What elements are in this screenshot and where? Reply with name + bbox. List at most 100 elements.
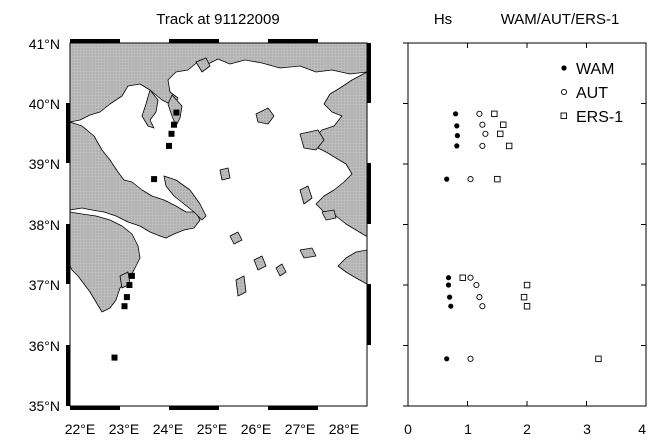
land-anatolia-south — [337, 249, 367, 285]
hs-x-tick-label: 1 — [464, 421, 472, 437]
hs-plot-frame — [407, 42, 647, 407]
legend-aut-marker — [560, 88, 568, 96]
map-y-tick-label: 35°N — [29, 398, 60, 414]
aut-point — [467, 176, 474, 183]
land-island-andros — [229, 231, 243, 245]
track-point — [151, 176, 158, 183]
land-island-lesbos — [299, 129, 325, 151]
map-border-bars — [66, 39, 371, 410]
map-y-tick-label: 38°N — [29, 217, 60, 233]
map-y-tick-label: 37°N — [29, 277, 60, 293]
land-island-chios — [299, 185, 313, 205]
wam-point — [447, 294, 453, 300]
land-anatolia — [313, 71, 367, 237]
border-bar — [268, 39, 318, 43]
map-y-tick-labels: 35°N 36°N 37°N 38°N 39°N 40°N 41°N — [29, 36, 60, 414]
border-bar — [367, 284, 371, 345]
map-y-tick-label: 39°N — [29, 156, 60, 172]
legend-ers1-marker — [560, 112, 567, 119]
track-point — [111, 354, 118, 361]
border-bar — [367, 43, 371, 103]
aut-point — [476, 294, 483, 301]
hs-x-tick-label: 3 — [583, 421, 591, 437]
map-x-tick-label: 27°E — [285, 421, 316, 437]
map-x-tick-label: 25°E — [197, 421, 228, 437]
track-markers — [111, 109, 180, 361]
ers1-point — [523, 303, 531, 310]
map-x-tick-label: 26°E — [241, 421, 272, 437]
map-title: Track at 91122009 — [156, 11, 279, 28]
land-peninsula-fingers — [141, 89, 159, 129]
ers1-point — [500, 121, 507, 128]
map-x-tick-label: 23°E — [109, 421, 140, 437]
map-y-tick-label: 36°N — [29, 338, 60, 354]
land-west-mainland — [70, 121, 201, 239]
track-point — [166, 142, 172, 149]
ers1-point — [459, 274, 466, 281]
aut-point — [482, 130, 489, 137]
wam-point — [445, 282, 452, 288]
ers1-point — [494, 175, 501, 183]
track-point — [173, 109, 180, 116]
border-bar — [70, 39, 120, 43]
land-euboea — [163, 175, 207, 221]
wam-point — [444, 176, 450, 182]
land-island-naxos — [253, 255, 267, 271]
aut-point — [476, 110, 483, 117]
border-bar — [66, 345, 70, 406]
land-island-small-2 — [235, 275, 247, 297]
land-island-kos — [299, 247, 317, 259]
track-point — [126, 282, 133, 288]
track-point — [123, 294, 130, 301]
border-bar — [70, 406, 120, 410]
map-x-tick-labels: 22°E 23°E 24°E 25°E 26°E 27°E 28°E — [65, 421, 360, 437]
map-y-tick-label: 41°N — [29, 36, 60, 52]
track-point — [168, 130, 175, 137]
land-island-thasos — [195, 57, 211, 73]
wam-point — [454, 123, 460, 129]
hs-x-tick-label: 0 — [404, 421, 412, 437]
hs-panel: Hs WAM/AUT/ERS-1 0 1 2 3 4 WAM AUT ERS-1 — [403, 11, 647, 437]
hs-x-tick-label: 2 — [523, 421, 531, 437]
hs-title-right: WAM/AUT/ERS-1 — [501, 11, 620, 28]
aut-point — [467, 355, 474, 362]
track-point — [171, 121, 177, 128]
ers1-point — [523, 281, 531, 289]
hs-ticks — [403, 42, 646, 407]
wam-point — [454, 133, 460, 139]
aut-point — [479, 121, 486, 128]
border-bar — [367, 163, 371, 224]
border-bar — [66, 224, 70, 284]
wam-point — [444, 356, 450, 362]
ers1-point — [520, 293, 528, 301]
land-island-small-1 — [275, 263, 287, 277]
legend-ers1-label: ERS-1 — [576, 109, 623, 126]
ers1-point — [497, 130, 504, 138]
track-point — [121, 303, 128, 310]
track-point — [128, 272, 135, 279]
wam-point — [453, 111, 459, 117]
aut-point — [479, 303, 486, 310]
wam-point — [448, 303, 454, 309]
wam-point — [445, 275, 452, 281]
map-x-tick-label: 28°E — [329, 421, 360, 437]
map-panel: Track at 91122009 — [29, 11, 371, 437]
land-north-mainland — [70, 43, 367, 123]
aut-point — [467, 274, 474, 281]
land-island-lemnos — [255, 107, 275, 125]
land-peloponnese — [70, 211, 141, 313]
border-bar — [169, 406, 219, 410]
border-bar — [169, 39, 219, 43]
hs-legend: WAM AUT ERS-1 — [560, 61, 623, 126]
border-bar — [268, 406, 318, 410]
border-bar — [66, 103, 70, 163]
land-island-samos — [321, 209, 337, 221]
hs-data-points — [444, 110, 602, 363]
hs-x-tick-label: 4 — [638, 421, 646, 437]
ers1-point — [491, 110, 498, 118]
map-x-tick-label: 22°E — [65, 421, 96, 437]
ers1-point — [595, 355, 602, 363]
hs-x-tick-labels: 0 1 2 3 4 — [404, 421, 646, 437]
legend-wam-label: WAM — [576, 61, 615, 78]
